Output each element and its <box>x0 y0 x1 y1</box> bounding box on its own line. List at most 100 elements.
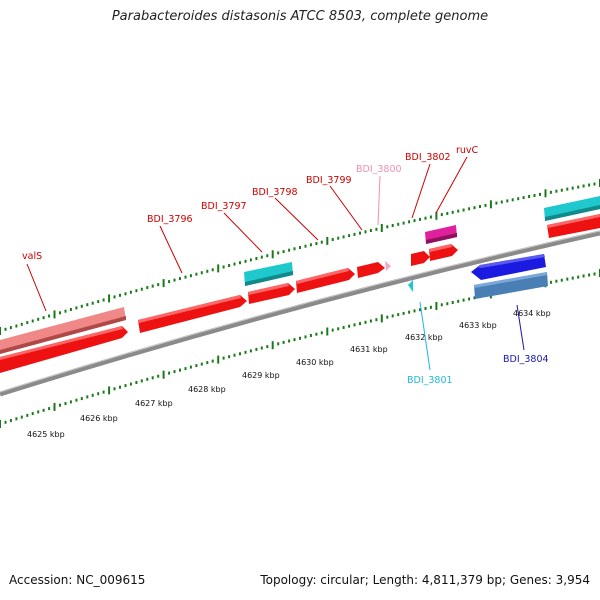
bottom-tick-mark <box>429 305 432 309</box>
bottom-tick-mark <box>173 370 176 374</box>
gene-BDI_3802-arrow[interactable] <box>411 251 430 266</box>
top-tick-mark <box>408 220 411 224</box>
scale-label: 4625 kbp <box>27 430 65 439</box>
top-tick-mark <box>435 211 438 220</box>
bottom-tick-mark <box>435 302 438 310</box>
gene-BDI_3804-arrow[interactable] <box>471 254 546 280</box>
top-tick-mark <box>555 189 558 193</box>
gene-label-BDI_3800: BDI_3800 <box>356 164 402 175</box>
scale-label: 4629 kbp <box>242 371 280 380</box>
bottom-tick-mark <box>380 314 383 323</box>
gene-BDI_3797-arrow[interactable] <box>248 283 295 304</box>
gene-label-BDI_3801: BDI_3801 <box>407 375 453 386</box>
gene-right-edge-arrow-top <box>547 214 600 228</box>
top-tick-mark <box>129 290 132 294</box>
top-tick-mark <box>337 236 340 240</box>
top-tick-mark <box>228 264 231 267</box>
top-tick-mark <box>571 186 574 190</box>
top-tick-mark <box>511 198 514 202</box>
bottom-tick-mark <box>277 342 280 346</box>
top-tick-mark <box>533 194 536 197</box>
bottom-tick-mark <box>157 374 160 378</box>
gene-BDI_3796-arrow[interactable] <box>138 295 247 333</box>
bottom-tick-mark <box>549 280 552 284</box>
bottom-tick-mark <box>200 362 203 366</box>
bottom-tick-mark <box>37 410 40 414</box>
gene-label-ruvC: ruvC <box>456 145 479 156</box>
top-tick-mark <box>64 309 67 313</box>
gene-label-BDI_3797: BDI_3797 <box>201 201 247 212</box>
top-tick-mark <box>0 327 1 335</box>
bottom-tick-mark <box>588 273 591 277</box>
top-tick-mark <box>277 251 280 255</box>
bottom-tick-mark <box>419 308 421 312</box>
bottom-tick-mark <box>217 355 220 364</box>
top-tick-mark <box>97 300 100 304</box>
bottom-tick-mark <box>457 299 460 303</box>
top-tick-mark <box>222 265 225 269</box>
gene-BDI_3797-arrow-top <box>248 283 289 295</box>
bottom-tick-mark <box>102 390 105 394</box>
top-tick-mark <box>429 215 432 219</box>
bottom-tick-mark <box>266 345 269 349</box>
top-tick-mark <box>348 234 351 238</box>
bottom-tick-mark <box>369 319 372 323</box>
top-tick-mark <box>271 250 274 259</box>
top-tick-mark <box>522 196 525 200</box>
gene-BDI_3798-arrow[interactable] <box>296 268 355 293</box>
scale-labels: 4625 kbp 4626 kbp 4627 kbp 4628 kbp 4629… <box>27 309 551 439</box>
scale-label: 4633 kbp <box>459 321 497 330</box>
bottom-tick-mark <box>239 352 241 356</box>
top-tick-mark <box>484 203 487 207</box>
gene-right-edge-arrow[interactable] <box>547 214 600 238</box>
bottom-tick-mark <box>59 403 61 407</box>
top-tick-mark <box>364 230 367 234</box>
top-tick-mark <box>549 190 552 194</box>
gene-BDI_3799-arrow[interactable] <box>357 262 385 278</box>
bottom-tick-mark <box>119 385 121 389</box>
top-tick-mark <box>566 187 569 191</box>
top-tick-mark <box>528 195 531 198</box>
bottom-tick-mark <box>168 371 171 375</box>
top-tick-mark <box>397 222 400 226</box>
top-tick-mark <box>119 293 121 297</box>
gene-BDI_3800-arrow[interactable] <box>385 261 391 271</box>
top-tick-mark <box>593 182 596 186</box>
bottom-tick-mark <box>271 341 274 350</box>
top-tick-mark <box>588 183 591 187</box>
reverse-feature-box[interactable] <box>474 272 548 299</box>
bottom-tick-mark <box>162 370 165 379</box>
top-tick-mark <box>151 284 154 288</box>
top-tick-mark <box>315 242 318 245</box>
top-tick-mark <box>31 319 34 323</box>
genome-summary: Topology: circular; Length: 4,811,379 bp… <box>260 573 590 587</box>
bottom-tick-mark <box>462 298 465 302</box>
top-tick-mark <box>80 304 83 308</box>
top-tick-mark <box>217 264 220 273</box>
top-tick-mark <box>424 216 427 220</box>
top-tick-mark <box>391 224 394 227</box>
top-tick-mark <box>326 236 329 245</box>
top-tick-mark <box>282 250 285 254</box>
gene-BDI_3801-arrow[interactable] <box>408 280 413 292</box>
gene-label-valS: valS <box>22 251 42 262</box>
bottom-tick-mark <box>91 393 94 397</box>
top-tick-mark <box>233 262 236 266</box>
top-tick-mark <box>184 275 187 279</box>
scale-label: 4632 kbp <box>405 333 443 342</box>
bottom-tick-mark <box>348 324 351 328</box>
bottom-tick-mark <box>80 397 83 401</box>
bottom-tick-mark <box>244 350 247 354</box>
top-tick-mark <box>331 238 334 241</box>
bottom-tick-mark <box>353 323 356 327</box>
bottom-tick-mark <box>375 318 378 322</box>
bottom-tick-mark <box>402 311 405 315</box>
bottom-tick-mark <box>184 367 187 371</box>
gene-valS-arrow[interactable] <box>0 326 128 373</box>
bottom-tick-mark <box>364 320 367 324</box>
top-tick-mark <box>479 205 481 208</box>
top-tick-mark <box>500 200 503 204</box>
bottom-tick-mark <box>146 377 149 381</box>
genome-backbone-highlight <box>0 230 600 393</box>
